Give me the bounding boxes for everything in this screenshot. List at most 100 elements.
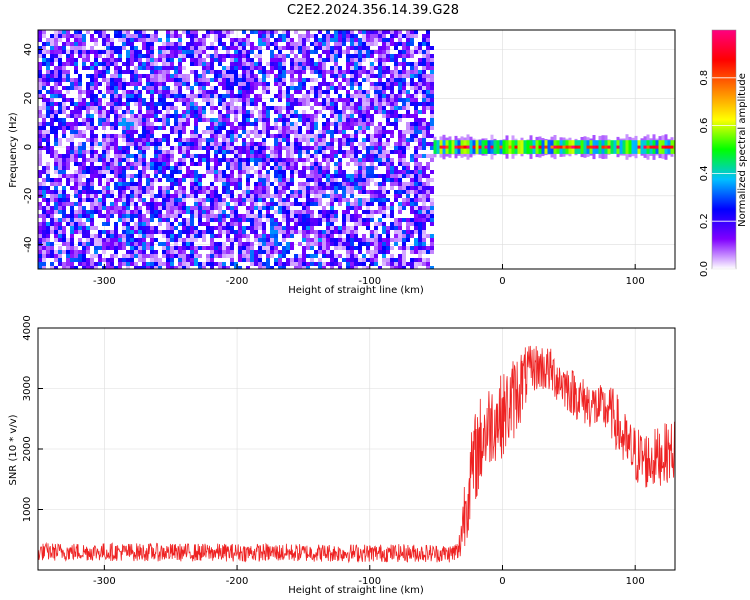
- heatmap-cell: [414, 190, 418, 194]
- heatmap-cell: [402, 138, 406, 142]
- heatmap-cell: [138, 266, 142, 269]
- heatmap-cell: [346, 262, 350, 266]
- heatmap-cell: [394, 58, 398, 62]
- heatmap-cell: [270, 62, 274, 66]
- heatmap-cell: [262, 202, 266, 206]
- heatmap-cell: [366, 102, 370, 106]
- heatmap-cell: [406, 198, 410, 202]
- heatmap-cell: [238, 94, 242, 98]
- heatmap-cell: [110, 178, 114, 182]
- heatmap-cell: [246, 38, 250, 46]
- heatmap-cell: [162, 162, 166, 166]
- heatmap-cell: [138, 110, 142, 114]
- heatmap-cell: [358, 206, 362, 210]
- heatmap-cell: [222, 214, 226, 218]
- heatmap-cell: [70, 62, 74, 66]
- heatmap-cell: [190, 254, 194, 258]
- heatmap-cell: [254, 254, 258, 258]
- heatmap-cell: [422, 194, 426, 198]
- heatmap-cell: [298, 34, 302, 38]
- heatmap-cell: [398, 174, 402, 178]
- heatmap-cell: [374, 86, 378, 90]
- heatmap-cell: [98, 50, 102, 54]
- heatmap-cell: [294, 78, 298, 82]
- heatmap-cell: [122, 118, 126, 126]
- heatmap-cell: [266, 262, 270, 269]
- heatmap-cell: [190, 142, 194, 146]
- heatmap-cell: [334, 58, 338, 62]
- heatmap-cell: [583, 140, 587, 154]
- heatmap-cell: [122, 30, 126, 34]
- heatmap-cell: [46, 238, 50, 242]
- heatmap-cell: [354, 34, 358, 38]
- heatmap-cell: [110, 166, 114, 170]
- heatmap-cell: [346, 126, 350, 130]
- heatmap-cell: [210, 138, 214, 142]
- heatmap-cell: [106, 222, 110, 226]
- heatmap-cell: [286, 38, 290, 42]
- heatmap-cell: [182, 102, 186, 106]
- heatmap-cell: [226, 122, 230, 126]
- heatmap-cell: [330, 50, 334, 54]
- heatmap-cell: [426, 234, 430, 238]
- heatmap-cell: [370, 194, 374, 198]
- heatmap-cell: [226, 178, 230, 182]
- colorbar: 0.00.20.40.60.8 Normalized spectral ampl…: [699, 29, 748, 277]
- heatmap-cell: [78, 150, 82, 154]
- heatmap-cell: [330, 186, 334, 190]
- heatmap-cell: [250, 226, 254, 234]
- heatmap-cell: [114, 94, 118, 98]
- snr-y-tick-label: 2000: [22, 436, 33, 461]
- heatmap-cell: [146, 126, 150, 130]
- heatmap-cell: [410, 198, 414, 202]
- heatmap-cell: [230, 110, 234, 114]
- heatmap-cell: [262, 158, 266, 162]
- heatmap-cell: [218, 98, 222, 102]
- heatmap-cell: [354, 162, 358, 166]
- heatmap-cell: [154, 38, 158, 42]
- heatmap-cell: [230, 242, 234, 250]
- heatmap-cell: [242, 42, 246, 46]
- heatmap-cell: [398, 82, 402, 90]
- heatmap-cell: [98, 210, 102, 214]
- heatmap-cell: [386, 262, 390, 266]
- heatmap-cell: [410, 234, 414, 238]
- heatmap-cell: [394, 222, 398, 226]
- heatmap-cell: [54, 166, 58, 170]
- heatmap-cell: [422, 70, 426, 74]
- heatmap-cell: [310, 202, 314, 206]
- heatmap-cell: [198, 146, 202, 150]
- heatmap-cell: [98, 198, 102, 202]
- heatmap-cell: [94, 194, 98, 198]
- heatmap-cell: [54, 194, 58, 198]
- heatmap-cell: [74, 82, 78, 86]
- heatmap-cell: [218, 110, 222, 114]
- heatmap-cell: [250, 74, 254, 78]
- heatmap-cell: [78, 166, 82, 170]
- heatmap-cell: [298, 202, 302, 206]
- heatmap-cell: [410, 102, 414, 106]
- heatmap-cell: [58, 58, 62, 66]
- heatmap-cell: [110, 82, 114, 86]
- heatmap-cell: [78, 258, 82, 262]
- heatmap-cell: [306, 230, 310, 234]
- heatmap-cell: [330, 130, 334, 138]
- heatmap-cell: [226, 250, 230, 254]
- heatmap-cell: [366, 210, 370, 214]
- heatmap-cell: [406, 170, 410, 174]
- heatmap-cell: [166, 210, 170, 214]
- heatmap-cell: [202, 198, 206, 202]
- heatmap-cell: [354, 146, 358, 150]
- heatmap-cell: [166, 246, 170, 250]
- heatmap-cell: [418, 170, 422, 174]
- heatmap-cell: [370, 106, 374, 110]
- heatmap-cell: [270, 158, 274, 162]
- heatmap-cell: [174, 30, 178, 38]
- heatmap-cell: [302, 138, 306, 142]
- heatmap-cell: [382, 162, 386, 166]
- heatmap-cell: [102, 74, 106, 78]
- heatmap-cell: [114, 250, 118, 254]
- heatmap-cell: [130, 214, 134, 222]
- heatmap-cell: [302, 166, 306, 170]
- heatmap-cell: [210, 94, 214, 98]
